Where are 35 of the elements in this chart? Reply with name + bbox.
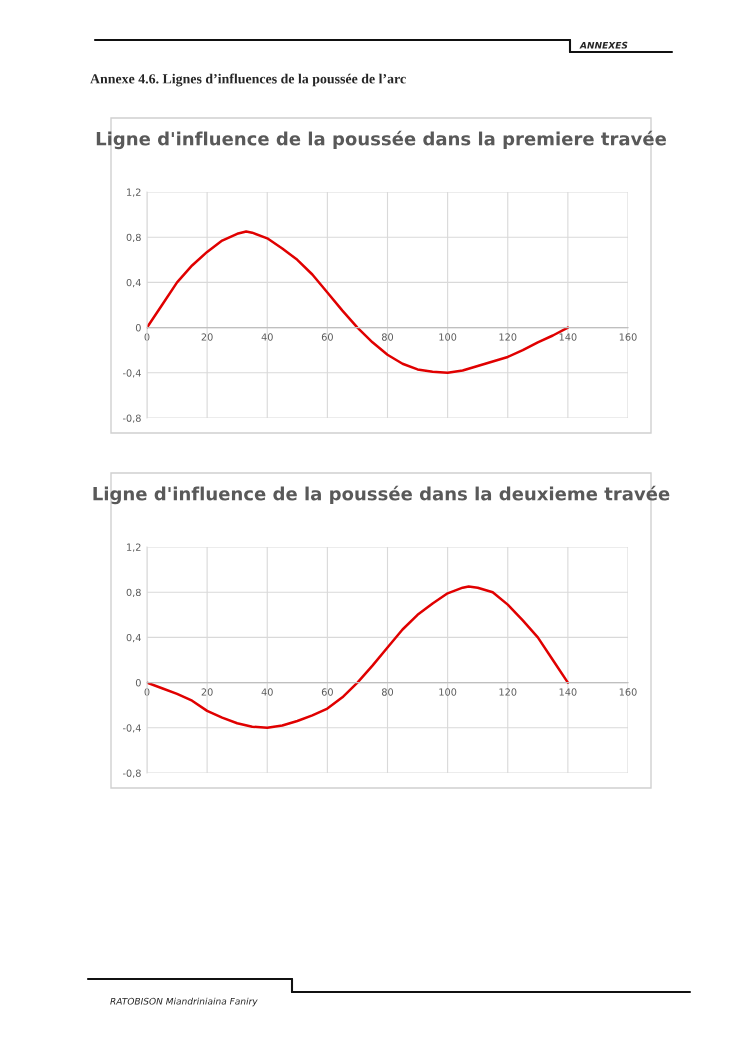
y-tick-label: 0,8 [126,233,141,243]
x-tick-label: 80 [381,688,394,696]
y-tick-label: -0,8 [122,769,141,778]
text: Annexe 4.6. Lignes d’influences de la poussée de l’arc [90,73,406,87]
y-tick-label: 1,2 [127,543,141,552]
y-tick-label: -0,8 [122,414,141,423]
y-tick-label: 0 [135,324,141,332]
x-tick-label: 60 [321,688,333,696]
x-tick-label: 20 [201,333,213,341]
x-tick-label: 140 [559,688,577,696]
y-tick-label: -0,4 [122,369,141,378]
x-tick-label: 40 [261,688,273,696]
chart-title: Ligne d'influence de la poussée dans la premiere travée [96,130,666,150]
x-tick-label: 160 [619,688,637,696]
text: ANNEXES [579,41,628,49]
x-tick-label: 100 [439,688,457,696]
x-tick-label: 0 [144,333,150,341]
x-tick-label: 40 [261,333,273,341]
y-tick-label: 1,2 [127,188,141,197]
x-tick-label: 120 [499,688,517,696]
chart-title: Ligne d'influence de la poussée dans la deuxieme travée [93,485,670,505]
x-tick-label: 60 [321,333,333,341]
x-tick-label: 100 [439,333,457,341]
y-tick-label: 0,8 [126,588,141,598]
x-tick-label: 140 [559,333,577,341]
y-tick-label: -0,4 [122,724,141,733]
x-tick-label: 20 [201,688,213,696]
y-tick-label: 0 [135,679,141,687]
y-tick-label: 0,4 [126,278,141,288]
y-tick-label: 0,4 [126,633,141,643]
x-tick-label: 120 [499,333,517,341]
x-tick-label: 0 [144,688,150,696]
text: RATOBISON Miandriniaina Faniry [110,997,258,1007]
x-tick-label: 160 [619,333,637,341]
x-tick-label: 80 [381,333,394,341]
